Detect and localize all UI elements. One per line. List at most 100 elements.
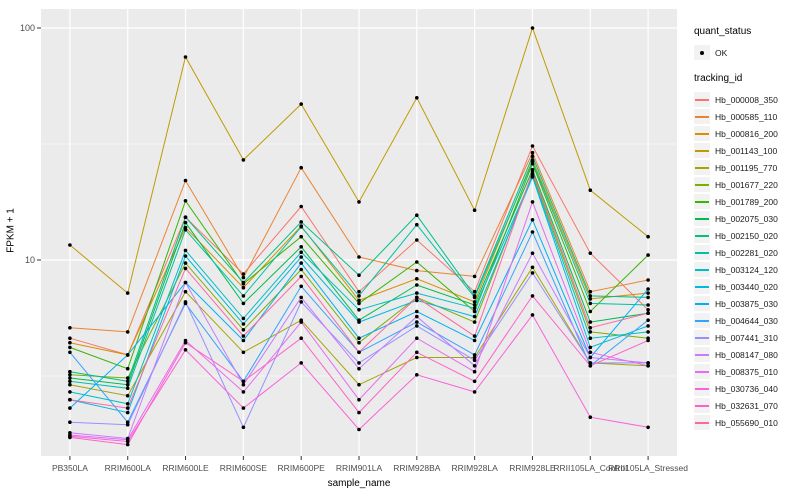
data-point[interactable] (530, 265, 535, 270)
data-point[interactable] (415, 314, 419, 319)
legend-item-Hb_003875_030[interactable]: Hb_003875_030 (694, 295, 800, 312)
data-point[interactable] (415, 222, 419, 227)
data-point[interactable] (125, 406, 130, 410)
data-point[interactable] (125, 353, 130, 357)
legend-item-Hb_004644_030[interactable]: Hb_004644_030 (694, 312, 800, 329)
data-point[interactable] (646, 308, 650, 312)
legend-item-Hb_003124_120[interactable]: Hb_003124_120 (694, 261, 800, 278)
data-point[interactable] (125, 291, 130, 295)
data-point[interactable] (183, 55, 188, 59)
data-point[interactable] (299, 220, 304, 224)
data-point[interactable] (299, 165, 304, 170)
data-point[interactable] (472, 353, 477, 357)
legend-item-Hb_030736_040[interactable]: Hb_030736_040 (694, 380, 800, 397)
data-point[interactable] (646, 253, 650, 257)
data-point[interactable] (125, 376, 130, 380)
data-point[interactable] (472, 390, 477, 394)
data-point[interactable] (588, 289, 593, 294)
data-point[interactable] (68, 336, 72, 341)
data-point[interactable] (183, 261, 188, 265)
data-point[interactable] (68, 350, 72, 355)
data-point[interactable] (530, 271, 535, 275)
data-point[interactable] (125, 422, 130, 427)
data-point[interactable] (472, 289, 477, 294)
data-point[interactable] (646, 287, 650, 291)
data-point[interactable] (125, 366, 130, 371)
data-point[interactable] (125, 379, 130, 384)
data-point[interactable] (241, 406, 246, 410)
data-point[interactable] (68, 382, 72, 387)
data-point[interactable] (472, 369, 477, 374)
data-point[interactable] (530, 175, 535, 179)
data-point[interactable] (357, 308, 361, 312)
data-point[interactable] (357, 298, 361, 303)
data-point[interactable] (183, 199, 188, 203)
data-point[interactable] (415, 336, 419, 341)
data-point[interactable] (68, 376, 72, 380)
data-point[interactable] (646, 291, 650, 295)
data-point[interactable] (415, 350, 419, 355)
data-point[interactable] (183, 228, 188, 232)
data-point[interactable] (472, 309, 477, 314)
data-point[interactable] (415, 213, 419, 217)
data-point[interactable] (357, 361, 361, 365)
data-point[interactable] (183, 215, 188, 219)
data-point[interactable] (68, 373, 72, 377)
data-point[interactable] (530, 230, 535, 234)
data-point[interactable] (415, 373, 419, 377)
data-point[interactable] (357, 410, 361, 415)
data-point[interactable] (241, 301, 246, 306)
legend-item-quant-status[interactable]: OK (694, 44, 800, 61)
data-point[interactable] (646, 303, 650, 307)
legend-item-Hb_000816_200[interactable]: Hb_000816_200 (694, 125, 800, 142)
data-point[interactable] (357, 294, 361, 298)
data-point[interactable] (241, 158, 246, 162)
data-point[interactable] (125, 393, 130, 398)
data-point[interactable] (588, 320, 593, 324)
data-point[interactable] (415, 260, 419, 264)
data-point[interactable] (299, 261, 304, 265)
data-point[interactable] (299, 250, 304, 254)
data-point[interactable] (646, 278, 650, 282)
data-point[interactable] (357, 320, 361, 324)
data-point[interactable] (415, 238, 419, 242)
data-point[interactable] (530, 218, 535, 222)
data-point[interactable] (415, 309, 419, 314)
data-point[interactable] (415, 283, 419, 287)
legend-item-Hb_003440_020[interactable]: Hb_003440_020 (694, 278, 800, 295)
data-point[interactable] (183, 254, 188, 258)
data-point[interactable] (357, 336, 361, 341)
data-point[interactable] (415, 298, 419, 303)
legend-item-Hb_001677_220[interactable]: Hb_001677_220 (694, 176, 800, 193)
legend-item-Hb_055690_010[interactable]: Hb_055690_010 (694, 414, 800, 431)
data-point[interactable] (588, 345, 593, 350)
data-point[interactable] (183, 348, 188, 352)
data-point[interactable] (472, 300, 477, 304)
data-point[interactable] (299, 361, 304, 365)
data-point[interactable] (588, 297, 593, 301)
data-point[interactable] (68, 369, 72, 374)
data-point[interactable] (415, 355, 419, 360)
data-point[interactable] (646, 361, 650, 365)
data-point[interactable] (588, 361, 593, 365)
data-point[interactable] (646, 318, 650, 323)
data-point[interactable] (183, 220, 188, 225)
data-point[interactable] (530, 251, 535, 255)
data-point[interactable] (530, 160, 535, 164)
data-point[interactable] (299, 284, 304, 289)
data-point[interactable] (68, 397, 72, 402)
data-point[interactable] (357, 273, 361, 278)
data-point[interactable] (299, 225, 304, 229)
data-point[interactable] (588, 301, 593, 306)
data-point[interactable] (241, 425, 246, 430)
legend-item-Hb_032631_070[interactable]: Hb_032631_070 (694, 397, 800, 414)
data-point[interactable] (588, 364, 593, 368)
data-point[interactable] (530, 154, 535, 159)
data-point[interactable] (299, 300, 304, 304)
data-point[interactable] (299, 320, 304, 324)
data-point[interactable] (241, 382, 246, 387)
data-point[interactable] (646, 234, 650, 239)
legend-item-Hb_008375_010[interactable]: Hb_008375_010 (694, 363, 800, 380)
data-point[interactable] (241, 316, 246, 321)
data-point[interactable] (530, 26, 535, 30)
